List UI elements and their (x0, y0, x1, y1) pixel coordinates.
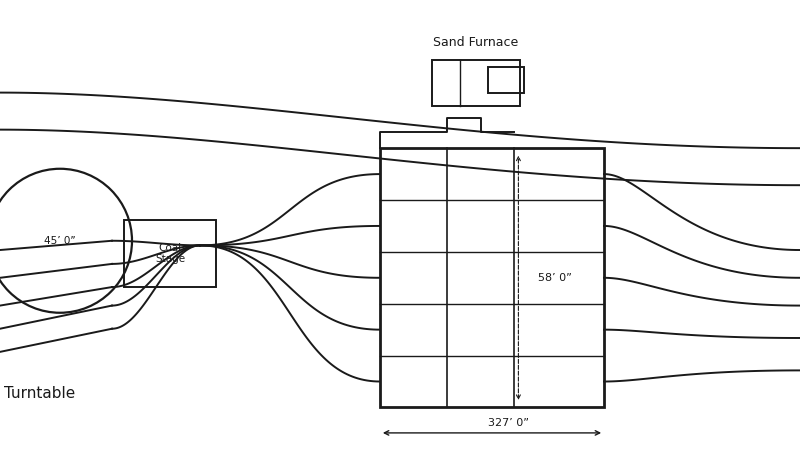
Text: Turntable: Turntable (4, 386, 75, 401)
Text: Sand Furnace: Sand Furnace (434, 36, 518, 49)
Bar (124, 220, 216, 287)
Text: Coal
Stage: Coal Stage (155, 243, 185, 264)
Text: 45’ 0”: 45’ 0” (44, 236, 76, 246)
Bar (488, 67, 524, 93)
Bar (380, 148, 604, 407)
Bar (432, 60, 520, 106)
Text: 327’ 0”: 327’ 0” (487, 418, 529, 428)
Text: 58’ 0”: 58’ 0” (538, 273, 572, 283)
